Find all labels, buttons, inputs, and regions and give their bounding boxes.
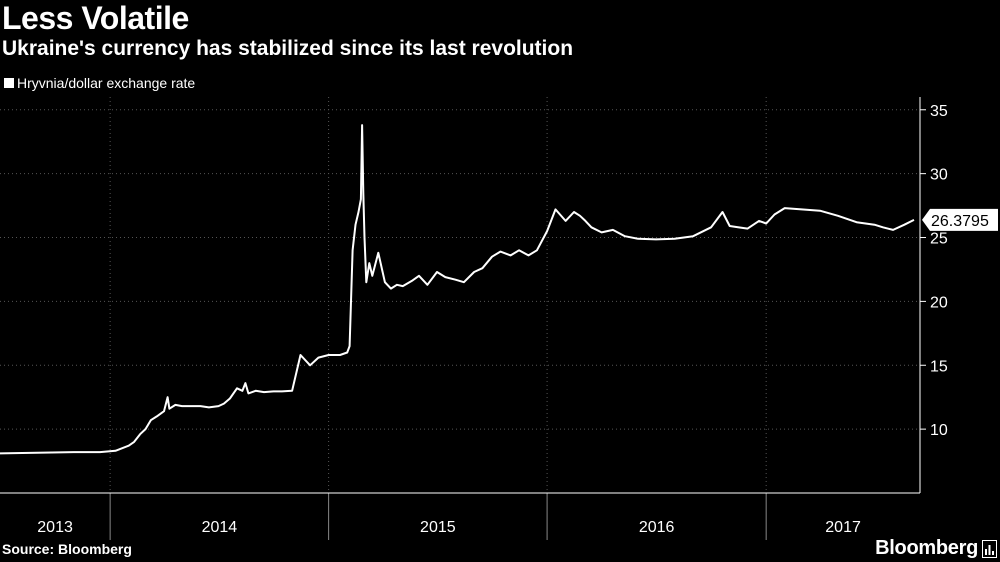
y-tick-label: 35 (930, 103, 948, 120)
source-note: Source: Bloomberg (2, 541, 132, 557)
label-layer: 10 15 20 25 30 35 2013 2014 2015 2016 2017 26.3795 (37, 103, 998, 536)
y-tick-label: 10 (930, 422, 948, 439)
x-tick-label: 2016 (639, 519, 675, 536)
chart-title: Less Volatile (2, 0, 189, 36)
x-tick-label: 2014 (202, 519, 238, 536)
x-tick-label: 2013 (37, 519, 73, 536)
legend-swatch (4, 78, 14, 88)
x-tick-label: 2017 (825, 519, 861, 536)
y-tick-label: 25 (930, 231, 948, 248)
bloomberg-chart-icon (982, 540, 997, 558)
y-tick-label: 15 (930, 358, 948, 375)
axis-layer (0, 97, 926, 540)
chart-subtitle: Ukraine's currency has stabilized since … (2, 37, 574, 60)
last-value-label: 26.3795 (931, 213, 989, 230)
legend-label: Hryvnia/dollar exchange rate (17, 75, 196, 91)
last-value-box (922, 208, 998, 231)
brand-logo-text: Bloomberg (875, 537, 978, 559)
x-tick-label: 2015 (420, 519, 456, 536)
series-layer (0, 124, 915, 455)
series-line (0, 124, 915, 455)
grid-layer (0, 97, 920, 493)
y-tick-label: 30 (930, 167, 948, 184)
chart-legend: Hryvnia/dollar exchange rate (4, 75, 195, 91)
y-tick-label: 20 (930, 294, 948, 311)
